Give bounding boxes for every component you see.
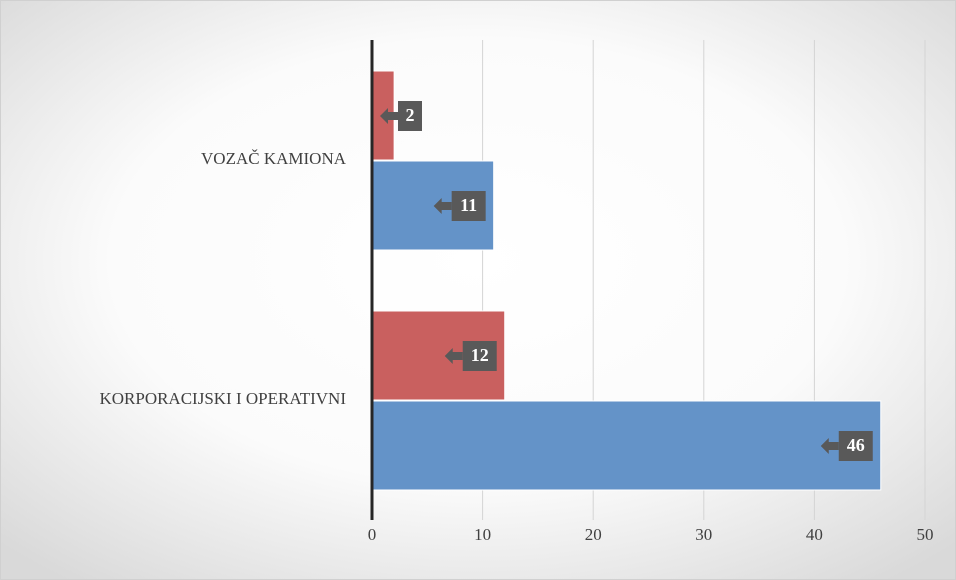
x-tick-label: 40 <box>806 525 823 544</box>
value-label: 12 <box>471 345 489 365</box>
x-tick-label: 10 <box>474 525 491 544</box>
label-arrow <box>380 108 398 124</box>
x-tick-label: 20 <box>585 525 602 544</box>
label-box <box>451 191 486 221</box>
label-arrow <box>820 438 839 454</box>
label-box <box>838 431 873 461</box>
category-label: KORPORACIJSKI I OPERATIVNI <box>99 389 346 408</box>
category-label: VOZAČ KAMIONA <box>201 149 347 168</box>
value-label: 11 <box>460 195 477 215</box>
label-box <box>462 341 497 371</box>
x-tick-label: 50 <box>917 525 934 544</box>
value-label: 2 <box>406 105 415 125</box>
value-label: 46 <box>847 435 865 455</box>
bar <box>371 400 882 491</box>
label-box <box>398 101 422 131</box>
x-tick-label: 0 <box>368 525 377 544</box>
x-tick-label: 30 <box>695 525 712 544</box>
label-arrow <box>444 348 463 364</box>
label-arrow <box>433 198 452 214</box>
